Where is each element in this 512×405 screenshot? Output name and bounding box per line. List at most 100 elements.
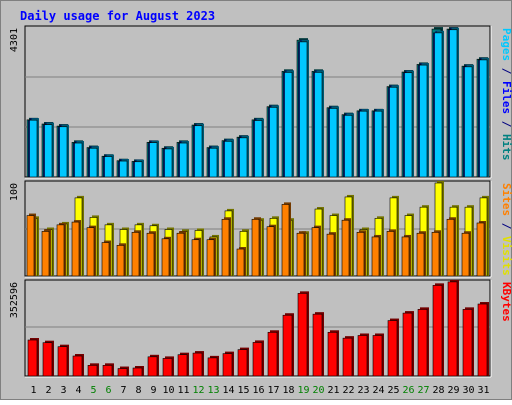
sites-bar: [341, 218, 351, 277]
legend-part: Visits: [500, 236, 512, 276]
pages-bar-face: [224, 141, 233, 178]
x-tick-label: 28: [432, 385, 444, 396]
kbytes-bar-face: [177, 354, 188, 377]
sites-bar-face: [281, 204, 290, 277]
sites-bar-face: [191, 239, 200, 277]
kbytes-bar-face: [57, 346, 68, 377]
kbytes-bar-face: [117, 368, 128, 377]
pages-bar: [434, 30, 444, 178]
sites-bar: [251, 217, 261, 277]
pages-bar: [449, 27, 459, 178]
x-tick-label: 19: [297, 385, 309, 396]
kbytes-bar-face: [207, 357, 218, 377]
x-tick-label: 14: [222, 385, 234, 396]
legend-part: /: [500, 61, 512, 81]
pages-bar: [74, 141, 84, 178]
sites-bar-face: [266, 226, 275, 277]
x-tick-label: 31: [477, 385, 489, 396]
pages-bar-face: [419, 64, 428, 178]
kbytes-bar-face: [102, 365, 113, 377]
sites-bar: [56, 222, 66, 277]
x-tick-label: 4: [75, 385, 81, 396]
x-tick-label: 3: [60, 385, 66, 396]
pages-bar-face: [239, 137, 248, 178]
x-tick-label: 6: [105, 385, 111, 396]
sites-bar-face: [71, 221, 80, 277]
sites-bar: [416, 231, 426, 277]
sites-bar-face: [116, 245, 125, 277]
kbytes-bar-face: [282, 314, 293, 377]
pages-bar-face: [89, 147, 98, 178]
panel-hits-files-max-label: 4301: [9, 28, 20, 52]
x-tick-label: 15: [237, 385, 249, 396]
x-tick-label: 8: [135, 385, 141, 396]
x-tick-label: 21: [327, 385, 339, 396]
kbytes-bar: [57, 344, 69, 377]
kbytes-bar: [147, 354, 159, 377]
kbytes-bar: [102, 363, 114, 377]
sites-bar: [101, 240, 111, 277]
sites-bar-face: [476, 222, 485, 277]
panel-hits-files-legend: Pages / Files / Hits: [500, 28, 512, 161]
pages-bar: [254, 118, 264, 178]
kbytes-bar: [42, 340, 54, 377]
kbytes-bar-face: [132, 367, 143, 377]
kbytes-bar: [327, 330, 339, 377]
pages-bar: [464, 64, 474, 178]
pages-bar-face: [434, 32, 443, 178]
sites-bar-face: [446, 218, 455, 277]
legend-part: KBytes: [500, 282, 512, 322]
panel-visits-sites-max-label: 100: [9, 183, 20, 201]
sites-bar: [296, 231, 306, 277]
x-tick-label: 30: [462, 385, 474, 396]
pages-bar-face: [269, 107, 278, 178]
sites-bar: [431, 230, 441, 277]
kbytes-bar-face: [417, 309, 428, 377]
kbytes-bar: [282, 313, 294, 377]
x-tick-label: 24: [372, 385, 384, 396]
kbytes-bar-face: [297, 293, 308, 377]
sites-bar-face: [161, 238, 170, 277]
kbytes-bar: [192, 351, 204, 377]
legend-part: Pages: [500, 28, 512, 61]
sites-bar: [281, 202, 291, 277]
pages-bar: [134, 159, 144, 178]
kbytes-bar-face: [72, 355, 83, 377]
pages-bar: [164, 146, 174, 178]
panel-visits-sites-legend: Sites / Visits: [500, 183, 512, 276]
kbytes-bar-face: [252, 342, 263, 377]
kbytes-bar-face: [42, 342, 53, 377]
legend-part: Files: [500, 81, 512, 114]
kbytes-bar-face: [432, 285, 443, 377]
pages-bar-face: [164, 148, 173, 178]
pages-bar-face: [329, 108, 338, 178]
pages-bar-face: [104, 156, 113, 178]
pages-bar-face: [59, 126, 68, 178]
pages-bar: [59, 124, 69, 178]
kbytes-bar: [87, 363, 99, 377]
pages-bar: [44, 122, 54, 178]
kbytes-bar-face: [447, 281, 458, 377]
kbytes-bar-face: [237, 349, 248, 377]
kbytes-bar-face: [222, 353, 233, 377]
kbytes-bar: [222, 351, 234, 377]
sites-bar-face: [311, 227, 320, 277]
sites-bar-face: [416, 232, 425, 277]
sites-bar: [221, 217, 231, 277]
sites-bar: [116, 243, 126, 277]
sites-bar: [86, 225, 96, 277]
sites-bar-face: [131, 231, 140, 277]
sites-bar: [191, 237, 201, 277]
pages-bar: [119, 159, 129, 178]
x-tick-label: 23: [357, 385, 369, 396]
sites-bar: [311, 225, 321, 277]
pages-bar-face: [389, 86, 398, 178]
x-tick-label: 10: [162, 385, 174, 396]
kbytes-bar: [372, 333, 384, 377]
pages-bar-face: [464, 66, 473, 178]
pages-bar: [419, 63, 429, 178]
kbytes-bar-face: [357, 335, 368, 377]
x-tick-label: 27: [417, 385, 429, 396]
pages-bar-face: [374, 110, 383, 178]
